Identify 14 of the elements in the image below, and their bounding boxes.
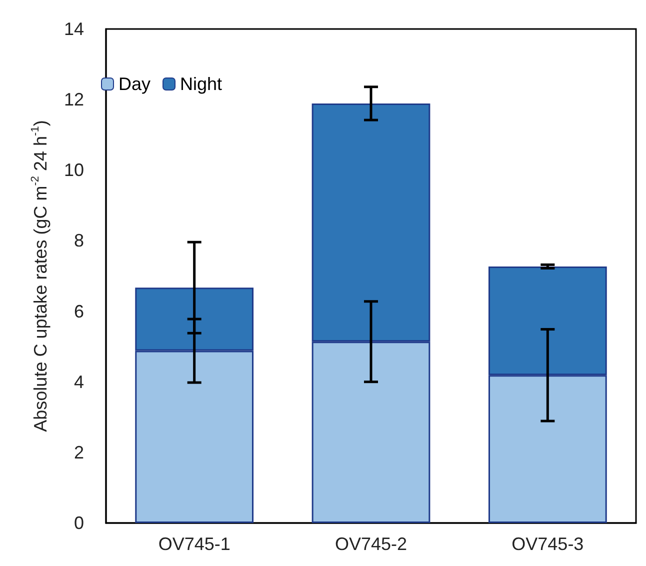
y-tick-label: 10 [64, 160, 84, 180]
legend-label: Day [118, 74, 151, 94]
x-tick-label: OV745-1 [158, 534, 230, 554]
x-tick-label: OV745-3 [512, 534, 584, 554]
y-axis-title: Absolute C uptake rates (gC m-2 24 h-1) [30, 120, 50, 432]
legend-label: Night [180, 74, 222, 94]
y-tick-label: 8 [74, 230, 84, 251]
y-tick-label: 14 [64, 19, 84, 39]
y-tick-label: 12 [64, 90, 84, 110]
x-tick-label: OV745-2 [334, 534, 408, 554]
y-tick-label: 4 [74, 372, 84, 392]
y-tick-label: 0 [74, 513, 84, 533]
y-tick-label: 6 [74, 301, 84, 322]
y-tick-label: 2 [74, 442, 84, 462]
